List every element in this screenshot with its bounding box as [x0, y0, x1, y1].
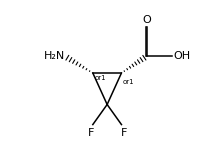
Text: O: O: [143, 15, 152, 25]
Text: H₂N: H₂N: [44, 51, 65, 61]
Text: or1: or1: [95, 75, 106, 81]
Text: OH: OH: [173, 51, 190, 61]
Text: F: F: [120, 128, 127, 138]
Text: or1: or1: [123, 79, 134, 85]
Text: F: F: [88, 128, 94, 138]
